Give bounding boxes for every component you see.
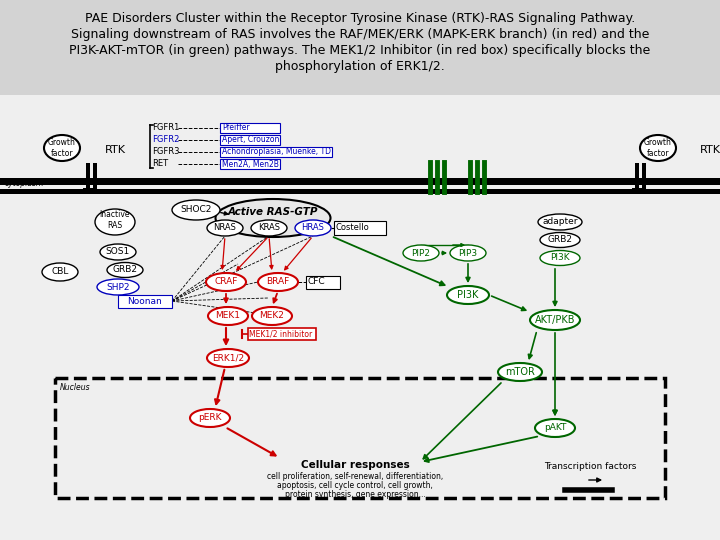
Text: Growth
factor: Growth factor	[48, 138, 76, 158]
Text: RTK: RTK	[105, 145, 126, 155]
Text: PAE Disorders Cluster within the Receptor Tyrosine Kinase (RTK)-RAS Signaling Pa: PAE Disorders Cluster within the Recepto…	[85, 12, 635, 25]
Text: pERK: pERK	[198, 414, 222, 422]
Text: apoptosis, cell cycle control, cell growth,: apoptosis, cell cycle control, cell grow…	[277, 481, 433, 490]
Ellipse shape	[450, 245, 486, 261]
Text: PI3K: PI3K	[457, 290, 479, 300]
Text: CFC: CFC	[307, 278, 325, 287]
Text: ERK1/2: ERK1/2	[212, 354, 244, 362]
Ellipse shape	[95, 209, 135, 235]
Ellipse shape	[640, 135, 676, 161]
Text: Noonan: Noonan	[127, 296, 163, 306]
Bar	[220, 147, 332, 157]
Text: PIP2: PIP2	[412, 248, 431, 258]
Ellipse shape	[295, 220, 331, 236]
Text: NRAS: NRAS	[214, 224, 236, 233]
Text: cell proliferation, self-renewal, differentiation,: cell proliferation, self-renewal, differ…	[267, 472, 443, 481]
Bar	[0, 95, 720, 540]
Bar	[55, 378, 665, 498]
Text: PIP3: PIP3	[459, 248, 477, 258]
Text: Active RAS-GTP: Active RAS-GTP	[228, 207, 318, 217]
Ellipse shape	[44, 135, 80, 161]
Ellipse shape	[447, 286, 489, 304]
Text: pAKT: pAKT	[544, 423, 566, 433]
Bar	[0, 0, 720, 95]
Ellipse shape	[535, 419, 575, 437]
Text: Transcription factors: Transcription factors	[544, 462, 636, 471]
Text: KRAS: KRAS	[258, 224, 280, 233]
Bar	[0, 189, 720, 194]
Ellipse shape	[215, 199, 330, 237]
Text: RET: RET	[152, 159, 168, 168]
Ellipse shape	[208, 307, 248, 325]
Text: MEK1/2 inhibitor: MEK1/2 inhibitor	[249, 329, 312, 339]
Text: Pfeiffer: Pfeiffer	[222, 124, 250, 132]
Text: Cellular responses: Cellular responses	[301, 460, 410, 470]
Bar	[248, 328, 316, 340]
Text: BRAF: BRAF	[266, 278, 289, 287]
Ellipse shape	[251, 220, 287, 236]
Ellipse shape	[252, 307, 292, 325]
Text: SHOC2: SHOC2	[180, 206, 212, 214]
Text: Men2A, Men2B: Men2A, Men2B	[222, 159, 279, 168]
Text: SHP2: SHP2	[107, 282, 130, 292]
Text: Signaling downstream of RAS involves the RAF/MEK/ERK (MAPK-ERK branch) (in red) : Signaling downstream of RAS involves the…	[71, 28, 649, 41]
Text: GRB2: GRB2	[547, 235, 572, 245]
Ellipse shape	[207, 349, 249, 367]
Text: RTK: RTK	[700, 145, 720, 155]
Bar	[632, 188, 646, 191]
Bar	[220, 123, 280, 133]
Text: SOS1: SOS1	[106, 247, 130, 256]
Text: CBL: CBL	[51, 267, 68, 276]
Text: Costello: Costello	[335, 224, 369, 233]
Ellipse shape	[538, 214, 582, 230]
Bar	[0, 178, 720, 185]
Text: adapter: adapter	[542, 218, 577, 226]
Text: cytoplasm: cytoplasm	[5, 179, 45, 188]
Ellipse shape	[206, 273, 246, 291]
Text: MEK2: MEK2	[260, 312, 284, 321]
Ellipse shape	[42, 263, 78, 281]
Text: CRAF: CRAF	[215, 278, 238, 287]
Text: phosphorylation of ERK1/2.: phosphorylation of ERK1/2.	[275, 60, 445, 73]
Text: MEK1: MEK1	[215, 312, 240, 321]
Text: Achondroplasia, Muenke, TD: Achondroplasia, Muenke, TD	[222, 147, 331, 157]
Ellipse shape	[540, 233, 580, 247]
Ellipse shape	[207, 220, 243, 236]
Ellipse shape	[540, 251, 580, 266]
Ellipse shape	[258, 273, 298, 291]
Text: PI3K: PI3K	[550, 253, 570, 262]
Bar	[306, 276, 340, 289]
Bar	[118, 295, 172, 308]
Text: FGFR3: FGFR3	[152, 147, 179, 157]
Text: FGFR2: FGFR2	[152, 136, 179, 145]
Bar	[642, 163, 646, 191]
Ellipse shape	[498, 363, 542, 381]
Bar	[86, 163, 90, 191]
Text: AKT/PKB: AKT/PKB	[535, 315, 575, 325]
Bar	[635, 163, 639, 191]
Bar	[220, 159, 280, 169]
Text: Inactive
RAS: Inactive RAS	[100, 210, 130, 230]
Text: Growth
factor: Growth factor	[644, 138, 672, 158]
Text: PI3K-AKT-mTOR (in green) pathways. The MEK1/2 Inhibitor (in red box) specificall: PI3K-AKT-mTOR (in green) pathways. The M…	[69, 44, 651, 57]
Text: mTOR: mTOR	[505, 367, 535, 377]
Bar	[334, 221, 386, 235]
Bar	[83, 188, 97, 191]
Ellipse shape	[97, 279, 139, 295]
Ellipse shape	[403, 245, 439, 261]
Ellipse shape	[107, 262, 143, 278]
Bar	[93, 163, 97, 191]
Text: FGFR1: FGFR1	[152, 124, 179, 132]
Text: Nucleus: Nucleus	[60, 383, 91, 392]
Ellipse shape	[100, 244, 136, 260]
Text: GRB2: GRB2	[112, 266, 138, 274]
Text: Apert, Crouzon: Apert, Crouzon	[222, 136, 279, 145]
Ellipse shape	[190, 409, 230, 427]
Text: HRAS: HRAS	[302, 224, 325, 233]
Bar	[220, 135, 280, 145]
Ellipse shape	[172, 200, 220, 220]
Text: protein synthesis, gene expression...: protein synthesis, gene expression...	[284, 490, 426, 499]
Ellipse shape	[530, 310, 580, 330]
